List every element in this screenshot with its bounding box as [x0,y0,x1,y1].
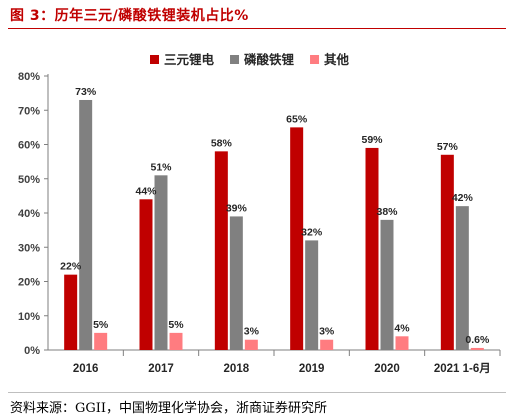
x-tick-label: 2016 [73,363,99,375]
data-labels: 22% 73% 5% 44% 51% 5% 58% 39% 3% 65% 32% 3% 59% 38% 4%… [60,86,490,346]
x-tick-label: 2020 [374,363,400,375]
data-label: 59% [361,134,383,146]
bar-2-1 [169,332,183,350]
bar-2-4 [395,336,409,350]
data-label: 5% [168,319,184,331]
bar-1-2 [229,216,243,350]
x-axis: 2016 2017 2018 2019 2020 2021 1-6月 [48,349,501,375]
legend-swatch-1 [230,55,240,64]
bar-1-3 [305,240,319,350]
data-label: 51% [150,161,172,173]
bar-0-2 [214,151,228,350]
data-label: 39% [226,202,248,214]
title-underline [8,28,506,29]
data-label: 3% [244,326,260,338]
y-tick-label: 60% [18,140,40,152]
data-label: 4% [394,322,410,334]
bar-chart: 0%10%20%30%40%50%60%70%80% 2016 2017 2018 2… [18,52,501,375]
data-label: 65% [286,113,308,125]
data-label: 58% [211,137,233,149]
y-tick-label: 20% [18,277,40,289]
bar-0-4 [365,147,379,350]
data-label: 44% [135,185,157,197]
bar-2-0 [94,332,108,350]
data-label: 73% [75,86,97,98]
data-label: 3% [319,326,335,338]
y-tick-label: 80% [18,71,40,83]
data-label: 22% [60,261,82,273]
data-label: 42% [452,192,474,204]
bars [64,99,484,350]
y-tick-label: 40% [18,208,40,220]
x-tick-label: 2019 [299,363,325,375]
bar-0-1 [139,199,153,350]
bar-0-3 [290,127,304,350]
source-divider [8,392,506,393]
bar-1-0 [79,99,93,350]
data-label: 57% [437,141,459,153]
source-note: 资料来源：GGII，中国物理化学协会，浙商证券研究所 [10,401,328,416]
legend-swatch-2 [310,55,320,64]
y-tick-label: 0% [24,345,40,357]
x-tick-label: 2021 1-6月 [434,362,491,375]
legend-label-2: 其他 [324,52,350,67]
data-label: 0.6% [465,334,490,346]
bar-2-3 [320,339,334,350]
y-tick-label: 50% [18,174,40,186]
legend-label-1: 磷酸铁锂 [244,52,295,67]
figure-title: 图 3：历年三元/磷酸铁锂装机占比% [10,8,249,24]
legend-swatch-0 [150,55,159,64]
y-tick-label: 10% [18,311,40,323]
data-label: 38% [376,206,398,218]
data-label: 32% [301,226,323,238]
bar-0-5 [440,154,454,350]
y-tick-label: 70% [18,105,40,117]
bar-0-0 [64,274,78,350]
x-tick-label: 2018 [224,363,250,375]
bar-2-5 [470,347,484,350]
bar-1-5 [455,206,469,350]
bar-1-1 [154,175,168,350]
bar-2-2 [244,339,258,350]
legend: 三元锂电 磷酸铁锂 其他 [150,52,350,67]
y-axis: 0% 10% 20% 30% 40% 50% 60% 70% 80% [18,71,49,357]
x-tick-label: 2017 [148,363,174,375]
data-label: 5% [93,319,109,331]
y-tick-label: 30% [18,242,40,254]
legend-label-0: 三元锂电 [164,52,215,67]
bar-1-4 [380,219,394,350]
